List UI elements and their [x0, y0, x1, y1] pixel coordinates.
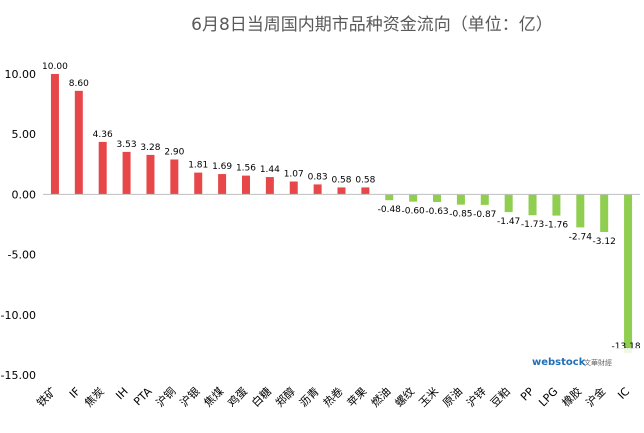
- bar-17: [433, 194, 442, 202]
- bar-11: [289, 181, 298, 195]
- x-tick-label-10: 白糖: [249, 384, 274, 409]
- x-tick-label-21: PP: [518, 385, 537, 404]
- bar-25: [624, 194, 633, 354]
- x-tick-label-25: IC: [615, 385, 632, 402]
- x-tick-label-5: PTA: [131, 385, 155, 409]
- data-label-11: 1.07: [284, 170, 304, 180]
- bar-16: [409, 194, 418, 202]
- chart-title: 6月8日当周国内期市品种资金流向（单位：亿）: [191, 15, 553, 35]
- y-tick-label: 5.00: [12, 128, 37, 141]
- bar-5: [146, 154, 155, 195]
- x-tick-label-23: 橡胶: [559, 384, 584, 409]
- bar-6: [170, 159, 179, 195]
- bar-13: [337, 187, 346, 195]
- x-tick-label-3: 焦炭: [82, 385, 107, 410]
- y-tick-label: -5.00: [8, 249, 36, 262]
- bar-18: [456, 194, 465, 205]
- bar-4: [122, 151, 131, 195]
- data-label-18: -0.85: [449, 210, 472, 220]
- x-tick-label-18: 原油: [440, 384, 465, 409]
- bar-7: [194, 172, 203, 195]
- data-label-3: 4.36: [93, 130, 113, 140]
- data-label-4: 3.53: [117, 140, 137, 150]
- bar-19: [480, 194, 489, 205]
- y-tick-label: 10.00: [5, 68, 37, 81]
- bar-20: [504, 194, 513, 213]
- x-tick-label-2: IF: [67, 385, 83, 401]
- x-tick-label-15: 燃油: [368, 384, 393, 409]
- data-label-22: -1.76: [545, 221, 569, 231]
- watermark-sub: 文華財經: [584, 358, 612, 367]
- x-tick-label-1: 铁矿: [34, 385, 59, 410]
- data-label-24: -3.12: [593, 237, 616, 247]
- data-label-13: 0.58: [331, 175, 351, 185]
- x-tick-label-12: 沥青: [297, 385, 322, 410]
- data-label-16: -0.60: [401, 207, 425, 217]
- data-label-23: -2.74: [569, 232, 593, 242]
- data-label-10: 1.44: [260, 165, 280, 175]
- x-tick-label-22: LPG: [536, 385, 560, 409]
- bar-3: [98, 141, 107, 195]
- data-label-2: 8.60: [69, 79, 89, 89]
- x-tick-label-19: 沪锌: [463, 384, 488, 409]
- bar-9: [241, 175, 250, 195]
- bar-15: [385, 194, 394, 201]
- y-tick-label: -10.00: [1, 309, 36, 322]
- x-tick-label-13: 热卷: [320, 384, 345, 409]
- data-label-15: -0.48: [378, 205, 402, 215]
- y-tick-label: 0.00: [12, 188, 37, 201]
- x-tick-label-20: 豆粕: [487, 384, 512, 409]
- data-label-9: 1.56: [236, 164, 256, 174]
- bar-24: [600, 194, 609, 232]
- x-tick-label-14: 苹果: [344, 384, 369, 409]
- data-label-6: 2.90: [164, 147, 184, 157]
- bar-1: [50, 74, 59, 195]
- data-label-5: 3.28: [140, 143, 160, 153]
- data-label-20: -1.47: [497, 217, 520, 227]
- bar-21: [528, 194, 537, 216]
- bar-14: [361, 187, 370, 195]
- x-tick-label-9: 鸡蛋: [225, 384, 250, 409]
- x-tick-label-17: 玉米: [416, 385, 441, 410]
- y-tick-label: -15.00: [1, 369, 36, 382]
- bar-22: [552, 194, 561, 216]
- data-labels: 10.008.60 4.36 3.53 3.28 2.90 1.81 1.69 1.56 1.4…: [42, 62, 641, 352]
- y-axis: 10.00 5.00 0.00 -5.00 -10.00 -15.00: [1, 68, 36, 382]
- data-label-17: -0.63: [425, 207, 448, 217]
- bar-series: [50, 74, 633, 354]
- x-tick-label-8: 焦煤: [201, 385, 226, 410]
- data-label-21: -1.73: [521, 220, 544, 230]
- x-tick-label-4: IH: [113, 385, 130, 402]
- bar-10: [265, 177, 274, 195]
- bar-12: [313, 184, 322, 195]
- data-label-19: -0.87: [473, 210, 496, 220]
- data-label-7: 1.81: [188, 161, 208, 171]
- x-tick-label-24: 沪金: [583, 384, 608, 409]
- data-label-25: -13.18: [612, 342, 641, 352]
- x-tick-label-16: 螺纹: [392, 384, 417, 409]
- x-tick-label-7: 沪银: [177, 384, 202, 409]
- bar-2: [74, 90, 83, 195]
- x-tick-label-6: 沪铜: [153, 384, 178, 409]
- bar-8: [218, 174, 227, 195]
- data-label-8: 1.69: [212, 162, 232, 172]
- data-label-14: 0.58: [355, 175, 375, 185]
- data-label-1: 10.00: [42, 62, 68, 72]
- data-label-12: 0.83: [308, 172, 328, 182]
- watermark-brand: webstock: [532, 357, 586, 368]
- x-tick-label-11: 郑醇: [272, 384, 297, 409]
- webstock-watermark-logo: webstock 文華財經: [528, 348, 640, 372]
- bar-23: [576, 194, 585, 228]
